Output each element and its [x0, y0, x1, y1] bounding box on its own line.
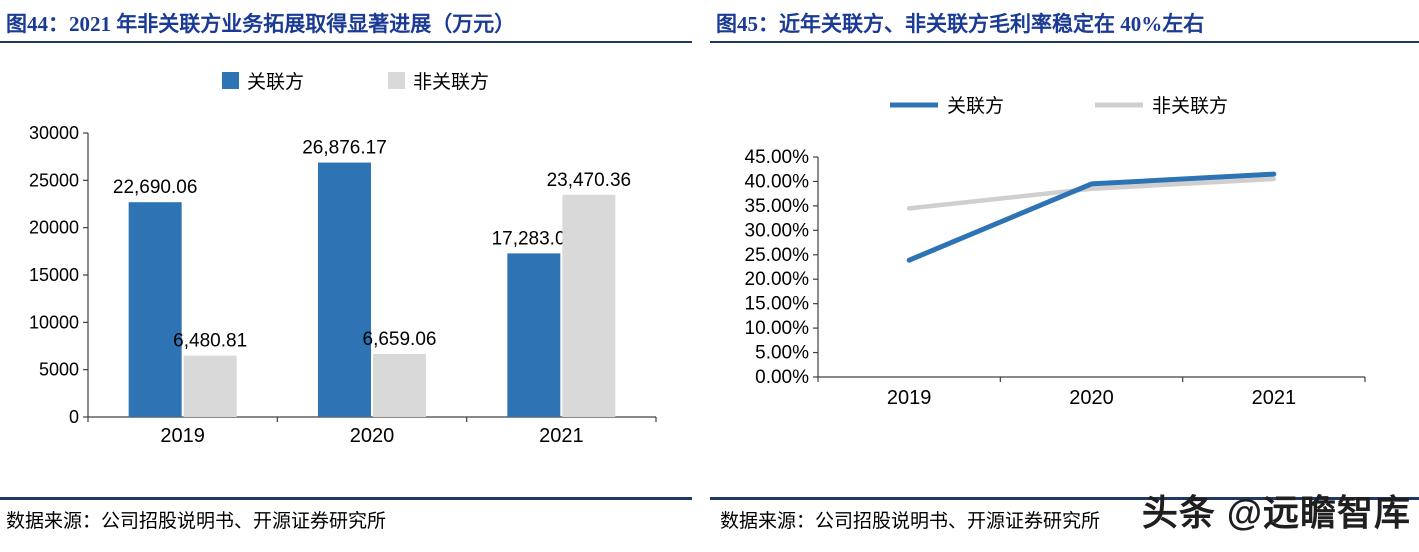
- figure-45-panel: 图45：近年关联方、非关联方毛利率稳定在 40%左右 关联方 非关联方 0.00% 5…: [710, 0, 1419, 552]
- bar-value-label: 22,690.06: [113, 177, 198, 198]
- y-tick-label: 35.00%: [745, 196, 810, 217]
- y-tick-label: 45.00%: [745, 147, 810, 168]
- legend-swatch-关联方: [222, 72, 239, 89]
- bar-value-label: 6,480.81: [173, 331, 247, 352]
- x-tick-label: 2020: [350, 425, 395, 447]
- figure-45-line-chart: 关联方 非关联方 0.00% 5.00% 10.00% 15.00% 20.00% 25.00…: [745, 95, 1366, 409]
- figure-44-bar-chart: 关联方 非关联方 0 5000 10000 15000 20000 25000 30000 201…: [29, 71, 657, 447]
- x-tick-label: 2020: [1069, 387, 1114, 409]
- x-tick-label: 2019: [887, 387, 932, 409]
- y-tick-label: 25000: [29, 170, 79, 190]
- line-关联方: [906, 171, 1277, 263]
- y-tick-label: 5000: [39, 360, 79, 380]
- y-tick-label: 40.00%: [745, 171, 810, 192]
- figure-45-title: 图45：近年关联方、非关联方毛利率稳定在 40%左右: [710, 0, 1419, 43]
- figure-44-source: 数据来源：公司招股说明书、开源证券研究所: [6, 511, 387, 532]
- y-tick-label: 15000: [29, 265, 79, 285]
- legend-label-关联方: 关联方: [247, 71, 304, 93]
- y-tick-label: 30000: [29, 123, 79, 143]
- y-tick-label: 30.00%: [745, 220, 810, 241]
- bar-非关联方-2021: [562, 194, 616, 417]
- bar-value-label: 23,470.36: [547, 170, 632, 191]
- y-tick-label: 10000: [29, 312, 79, 332]
- bar-关联方-2021: [507, 253, 561, 417]
- figure-44-title: 图44：2021 年非关联方业务拓展取得显著进展（万元）: [0, 0, 692, 43]
- bar-关联方-2019: [128, 202, 182, 417]
- figure-44-panel: 图44：2021 年非关联方业务拓展取得显著进展（万元） 关联方 非关联方 0 500…: [0, 0, 692, 552]
- bar-非关联方-2020: [373, 353, 426, 417]
- x-tick-label: 2021: [1252, 387, 1297, 409]
- line-非关联方: [906, 176, 1277, 211]
- y-tick-label: 20000: [29, 218, 79, 238]
- bar-关联方-2020: [318, 162, 371, 417]
- bar-value-label: 26,876.17: [302, 138, 387, 159]
- x-tick-label: 2019: [160, 425, 205, 447]
- legend-label-非关联方: 非关联方: [1152, 95, 1228, 117]
- y-tick-label: 0: [69, 407, 79, 427]
- watermark: 头条 @远瞻智库: [1141, 492, 1411, 533]
- y-tick-label: 5.00%: [755, 343, 809, 364]
- figure-45-source: 数据来源：公司招股说明书、开源证券研究所: [720, 511, 1101, 532]
- legend-label-非关联方: 非关联方: [413, 71, 489, 93]
- legend-label-关联方: 关联方: [947, 95, 1004, 117]
- y-tick-label: 10.00%: [745, 318, 810, 339]
- y-tick-label: 15.00%: [745, 294, 810, 315]
- x-tick-label: 2021: [539, 425, 584, 447]
- y-tick-label: 0.00%: [755, 367, 809, 388]
- bar-value-label: 6,659.06: [363, 329, 437, 350]
- y-tick-label: 25.00%: [745, 245, 810, 266]
- figure-45-bottom-rule: [710, 497, 1419, 500]
- figure-44-bottom-rule: [0, 497, 692, 500]
- bar-非关联方-2019: [183, 355, 237, 417]
- y-tick-label: 20.00%: [745, 269, 810, 290]
- legend-swatch-非关联方: [388, 72, 405, 89]
- bar-value-label: 17,283.05: [492, 228, 577, 249]
